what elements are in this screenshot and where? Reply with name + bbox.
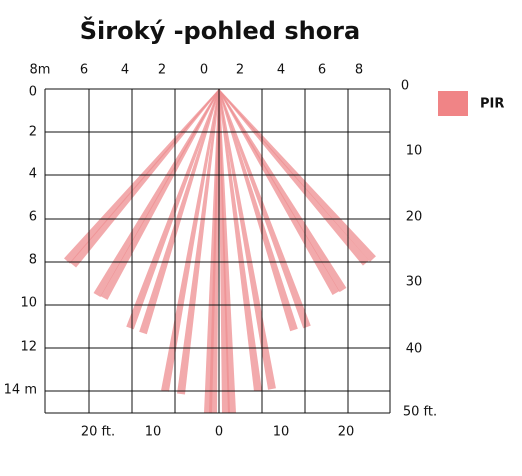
- left-axis-label: 14 m: [4, 383, 37, 398]
- top-axis-label: 6: [80, 63, 88, 78]
- top-axis-label: 2: [158, 63, 166, 78]
- beam: [64, 89, 220, 264]
- grid: [44, 88, 391, 414]
- beam: [218, 89, 370, 266]
- right-axis-label: 30: [406, 275, 423, 290]
- beam: [100, 89, 220, 300]
- beam: [93, 89, 220, 298]
- right-axis-label: 20: [406, 210, 423, 225]
- beam: [139, 89, 220, 335]
- left-axis-label: 12: [20, 340, 37, 355]
- bottom-axis-label: 10: [273, 425, 290, 440]
- pir-beams: [64, 89, 376, 414]
- bottom-axis-label: 10: [145, 425, 162, 440]
- beam: [218, 89, 236, 414]
- top-axis-label: 2: [236, 63, 244, 78]
- beam: [126, 89, 220, 330]
- bottom-axis-label: 20 ft.: [81, 425, 115, 440]
- beam: [218, 89, 311, 329]
- top-axis-label: 4: [121, 63, 129, 78]
- beam: [218, 89, 298, 332]
- title: Široký -pohled shora: [80, 15, 360, 45]
- top-axis-label: 8: [355, 63, 363, 78]
- right-axis-label: 50 ft.: [403, 405, 437, 420]
- right-axis-label: 0: [401, 79, 409, 94]
- left-axis-label: 0: [29, 85, 37, 100]
- right-axis-label: 10: [406, 144, 423, 159]
- beam: [204, 89, 220, 414]
- left-axis-label: 10: [20, 296, 37, 311]
- left-axis-label: 4: [29, 167, 37, 182]
- left-axis-label: 6: [29, 210, 37, 225]
- top-axis-label: 4: [277, 63, 285, 78]
- bottom-axis-label: 0: [215, 425, 223, 440]
- legend-label: PIR: [480, 97, 504, 112]
- beam: [218, 89, 347, 293]
- beam: [177, 89, 220, 395]
- beam: [209, 89, 220, 414]
- beam: [161, 89, 220, 392]
- top-axis-label: 8m: [30, 63, 51, 78]
- left-axis-label: 8: [29, 253, 37, 268]
- bottom-axis-label: 20: [338, 425, 355, 440]
- beam: [69, 89, 220, 268]
- beam: [218, 89, 262, 392]
- right-axis-label: 40: [406, 342, 423, 357]
- left-axis-label: 2: [29, 125, 37, 140]
- legend-swatch: [438, 91, 468, 116]
- beam: [218, 89, 340, 295]
- top-axis-label: 0: [200, 63, 208, 78]
- beam: [218, 89, 376, 262]
- top-axis-label: 6: [318, 63, 326, 78]
